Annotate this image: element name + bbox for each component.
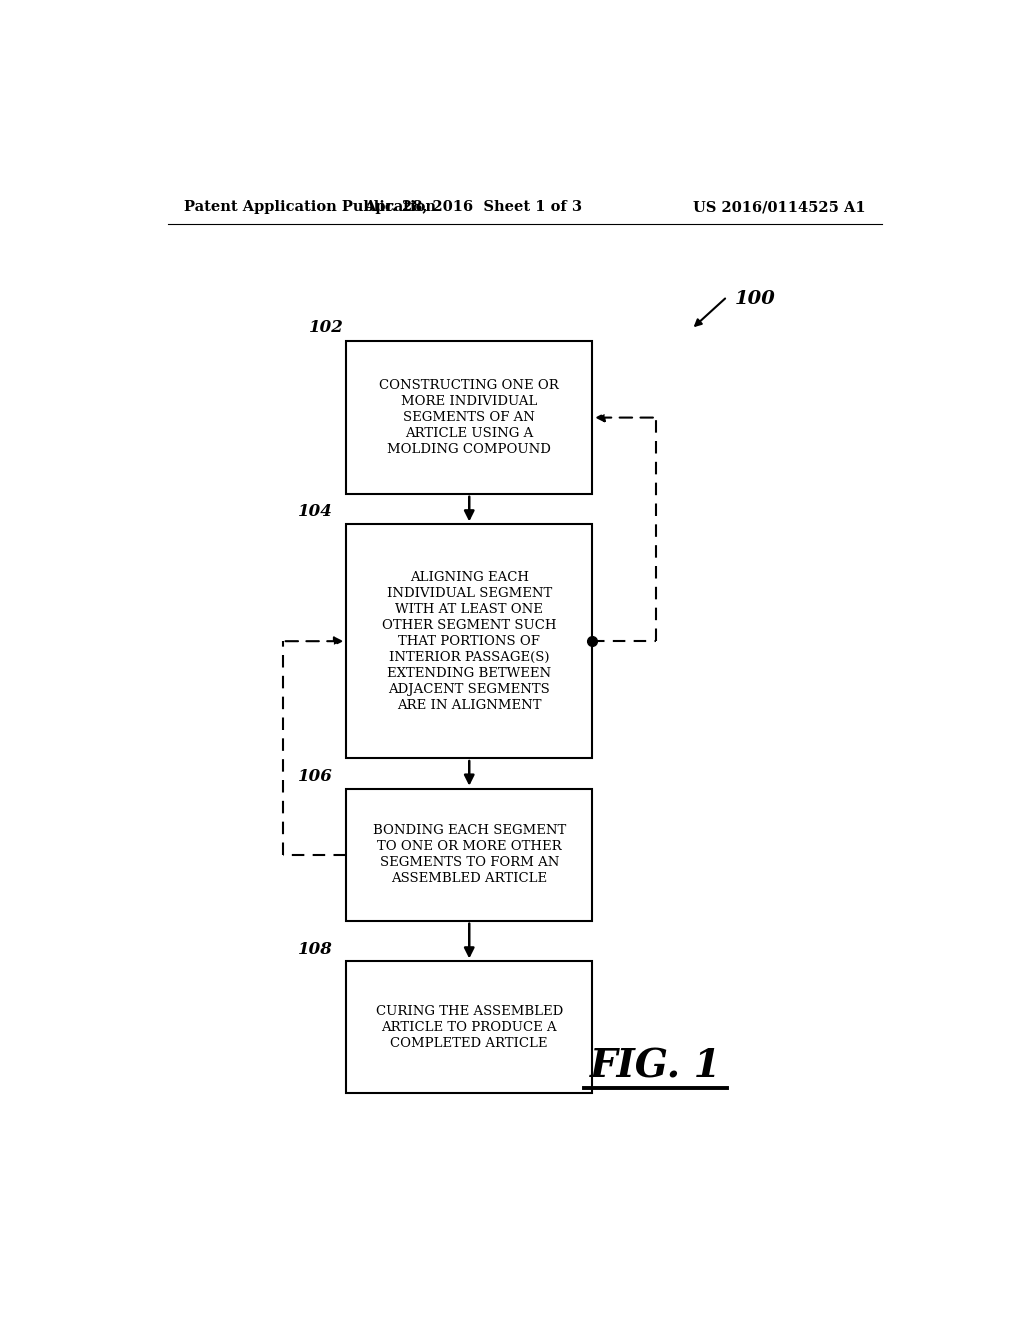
Bar: [346, 342, 592, 494]
Text: CONSTRUCTING ONE OR
MORE INDIVIDUAL
SEGMENTS OF AN
ARTICLE USING A
MOLDING COMPO: CONSTRUCTING ONE OR MORE INDIVIDUAL SEGM…: [379, 379, 559, 457]
Text: FIG. 1: FIG. 1: [590, 1047, 722, 1085]
Text: Patent Application Publication: Patent Application Publication: [183, 201, 435, 214]
Text: BONDING EACH SEGMENT
TO ONE OR MORE OTHER
SEGMENTS TO FORM AN
ASSEMBLED ARTICLE: BONDING EACH SEGMENT TO ONE OR MORE OTHE…: [373, 824, 566, 886]
Text: CURING THE ASSEMBLED
ARTICLE TO PRODUCE A
COMPLETED ARTICLE: CURING THE ASSEMBLED ARTICLE TO PRODUCE …: [376, 1005, 563, 1049]
Bar: [346, 961, 592, 1093]
Text: 106: 106: [298, 767, 333, 784]
Text: 108: 108: [298, 941, 333, 958]
Text: 102: 102: [309, 319, 344, 337]
Text: US 2016/0114525 A1: US 2016/0114525 A1: [693, 201, 866, 214]
Bar: [346, 788, 592, 921]
Text: 104: 104: [298, 503, 333, 520]
Text: 100: 100: [735, 289, 776, 308]
Text: Apr. 28, 2016  Sheet 1 of 3: Apr. 28, 2016 Sheet 1 of 3: [365, 201, 583, 214]
Text: ALIGNING EACH
INDIVIDUAL SEGMENT
WITH AT LEAST ONE
OTHER SEGMENT SUCH
THAT PORTI: ALIGNING EACH INDIVIDUAL SEGMENT WITH AT…: [382, 570, 556, 711]
Bar: [346, 524, 592, 758]
